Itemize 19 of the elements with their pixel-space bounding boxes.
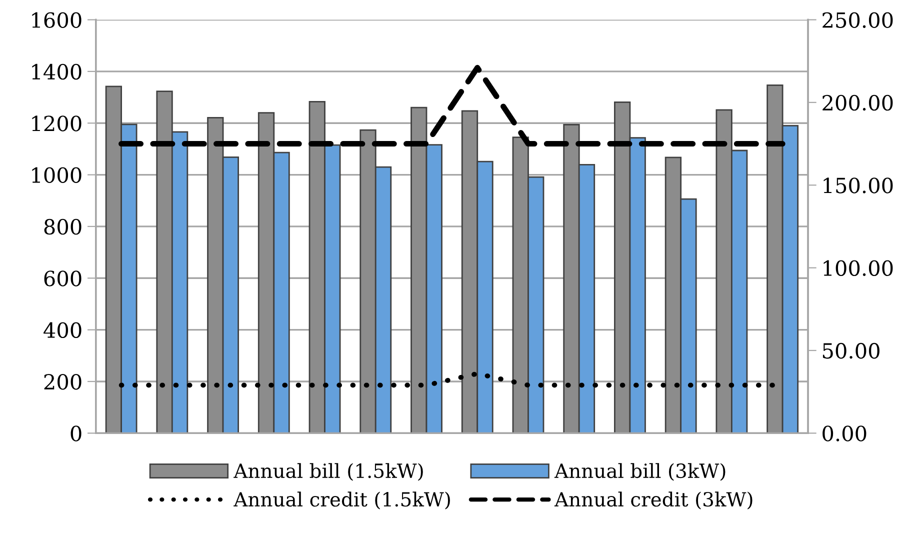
y-tick-label: 1200 — [32, 116, 82, 132]
y-tick-label: 1000 — [32, 167, 82, 183]
y2-tick-label: 0.00 — [822, 426, 866, 442]
y2-tick-label: 200.00 — [822, 94, 893, 111]
y-tick-label: 1600 — [32, 12, 82, 28]
legend-label: Annual bill (3kW) — [554, 463, 726, 481]
y2-tick-label: 50.00 — [822, 342, 880, 359]
y-tick-label: 1400 — [32, 64, 82, 80]
y-tick-label: 600 — [44, 270, 82, 286]
y2-tick-label: 250.00 — [822, 12, 893, 28]
y2-tick-label: 150.00 — [824, 178, 893, 194]
y2-tick-label: 100.00 — [824, 260, 893, 276]
legend-label: Annual bill (1.5kW) — [234, 463, 423, 481]
y-tick-label: 400 — [44, 322, 82, 338]
y-tick-label: 200 — [44, 374, 82, 390]
y-tick-label: 0 — [70, 426, 82, 442]
y-tick-label: 800 — [44, 218, 82, 235]
legend-label: Annual credit (3kW) — [554, 492, 752, 510]
legend-label: Annual credit (1.5kW) — [234, 492, 450, 510]
